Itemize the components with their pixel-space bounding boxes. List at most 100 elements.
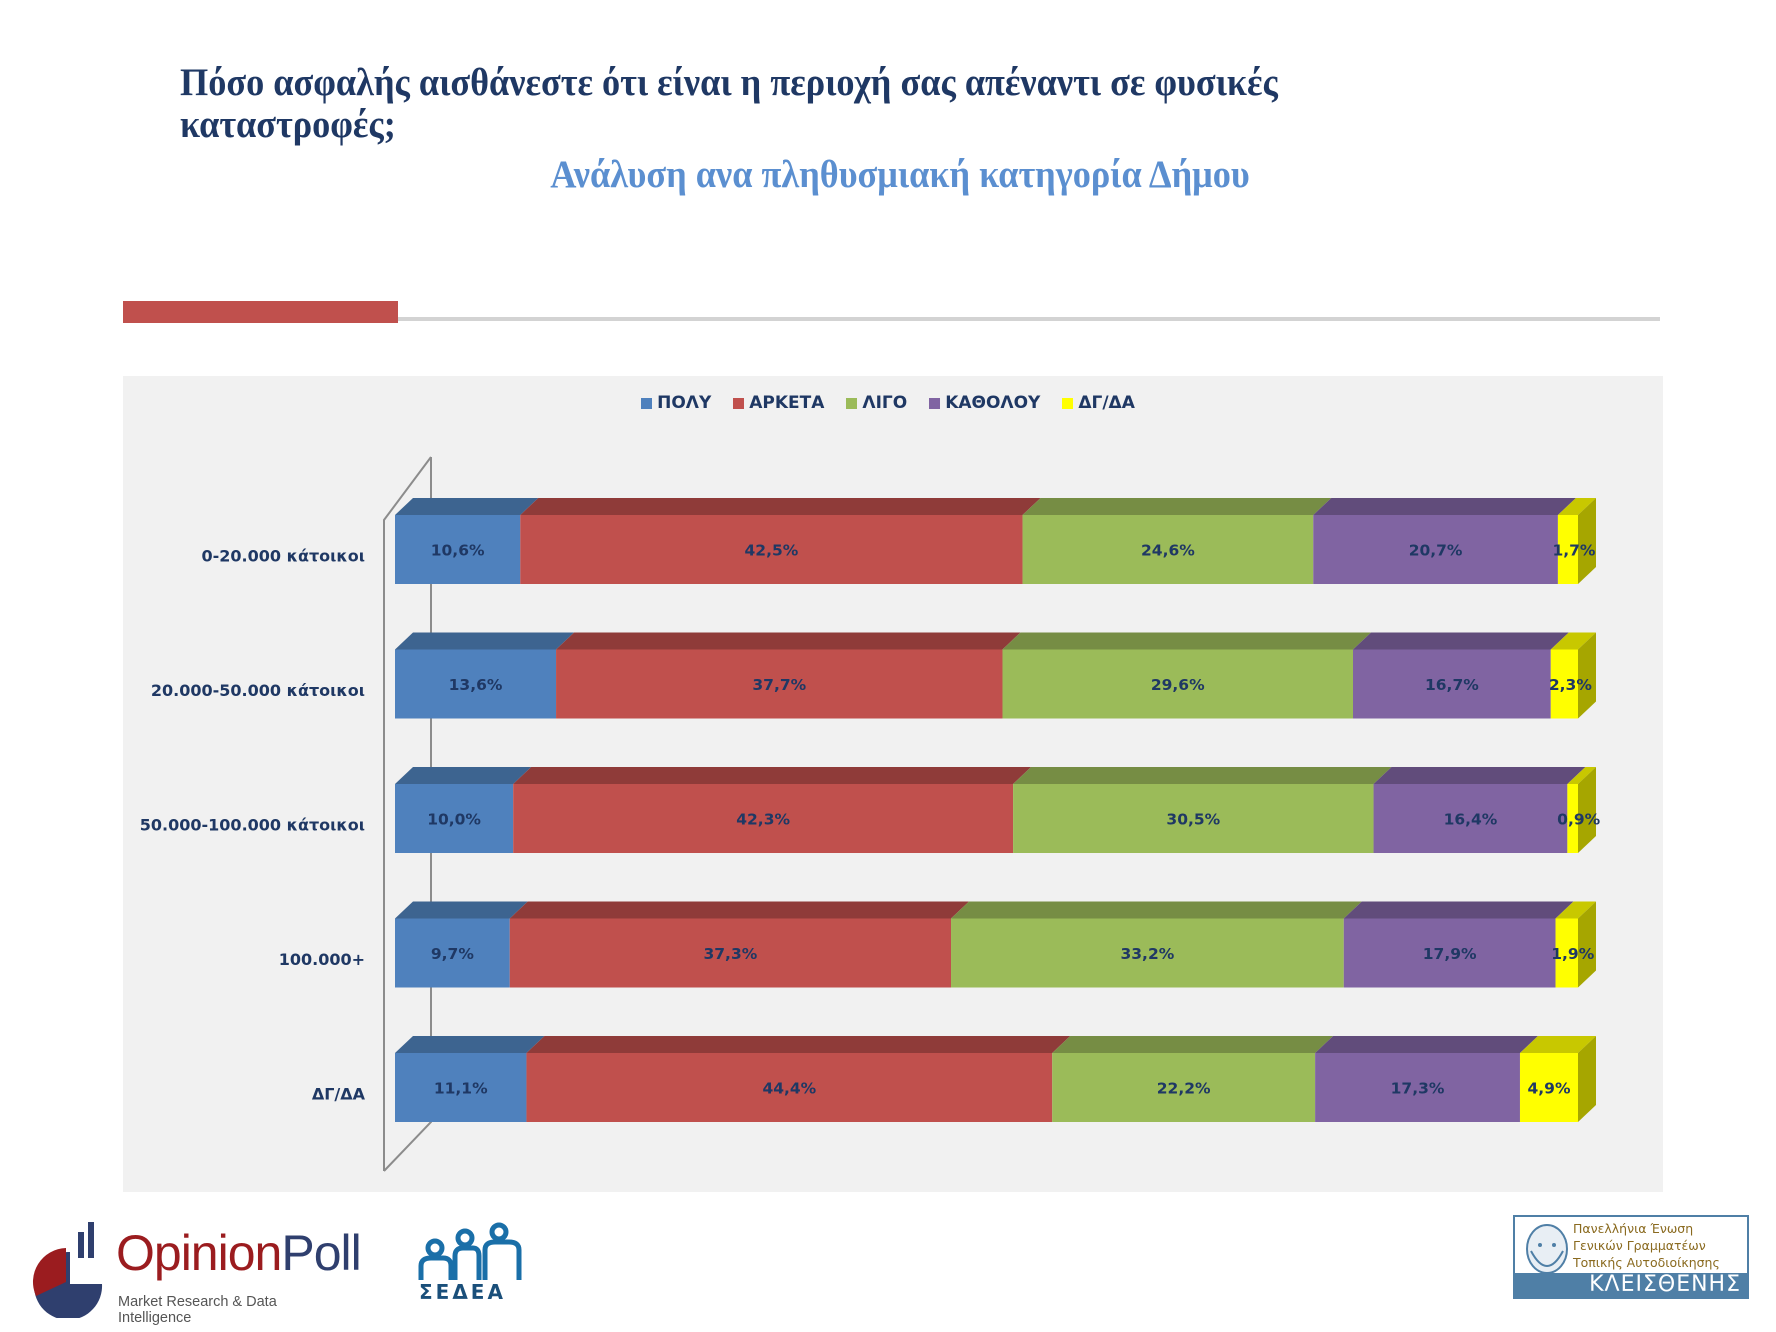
opinionpoll-tagline: Market Research & Data Intelligence [118, 1294, 277, 1326]
bar-segment-1-4 [1550, 649, 1578, 719]
bar-side-4 [1578, 1036, 1596, 1122]
bar-top-2-4 [1567, 767, 1596, 784]
bar-segment-4-1 [526, 1053, 1053, 1122]
data-label-4-2: 22,2% [1157, 1080, 1211, 1098]
legend-item-poly: ΠΟΛΥ [641, 393, 711, 413]
page-title: Πόσο ασφαλής αισθάνεστε ότι είναι η περι… [180, 61, 1278, 146]
bar-top-1-3 [1353, 632, 1569, 650]
bar-side-1 [1578, 632, 1596, 719]
data-label-3-3: 17,9% [1423, 945, 1477, 963]
legend-label-poly: ΠΟΛΥ [657, 393, 712, 413]
legend-label-ligo: ΛΙΓΟ [862, 393, 908, 413]
legend-swatch-ligo [846, 397, 858, 409]
kleisthenis-name: ΚΛΕΙΣΘΕΝΗΣ [1589, 1272, 1741, 1297]
data-label-2-0: 10,0% [427, 811, 481, 829]
bar-segment-3-2 [951, 918, 1344, 988]
data-label-1-1: 37,7% [752, 676, 806, 694]
bar-top-3-3 [1343, 901, 1574, 919]
sedea-logo: ΣΕΔΕΑ [415, 1222, 535, 1310]
data-label-3-0: 9,7% [431, 945, 474, 963]
legend-item-dkna: ΔΓ/ΔΑ [1062, 393, 1135, 413]
bar-top-1-2 [1002, 632, 1372, 650]
legend-item-katholou: ΚΑΘΟΛΟΥ [929, 393, 1040, 413]
bar-side-2 [1578, 767, 1596, 853]
bar-side-0 [1578, 498, 1596, 584]
bar-top-0-3 [1313, 498, 1576, 515]
bar-top-0-4 [1557, 498, 1596, 515]
data-label-4-3: 17,3% [1391, 1080, 1445, 1098]
bar-segment-1-3 [1353, 649, 1551, 719]
bar-top-4-3 [1315, 1036, 1538, 1053]
bar-top-2-2 [1013, 767, 1392, 784]
bar-top-4-0 [395, 1036, 545, 1053]
data-label-2-3: 16,4% [1444, 811, 1498, 829]
bar-segment-2-4 [1567, 784, 1578, 853]
kleisthenis-line-3: Τοπικής Αυτοδιοίκησης [1573, 1255, 1720, 1270]
bar-top-3-1 [509, 901, 970, 919]
bar-segment-1-2 [1002, 649, 1354, 719]
bar-segment-3-3 [1343, 918, 1556, 988]
legend-swatch-dkna [1062, 397, 1074, 409]
kleisthenis-line-2: Γενικών Γραμματέων [1573, 1238, 1706, 1253]
bar-top-4-2 [1052, 1036, 1334, 1053]
bar-top-0-2 [1022, 498, 1332, 515]
bar-top-3-2 [951, 901, 1362, 919]
accent-bar [123, 301, 398, 323]
bar-top-4-4 [1519, 1036, 1596, 1053]
bar-segment-0-1 [520, 515, 1023, 584]
pie-chart-logo-icon [32, 1222, 103, 1318]
bar-top-3-0 [395, 901, 528, 919]
data-label-3-4: 1,9% [1551, 945, 1594, 963]
bar-top-2-0 [395, 767, 532, 784]
data-label-4-4: 4,9% [1527, 1080, 1570, 1098]
bar-segment-1-0 [395, 649, 557, 719]
legend-label-katholou: ΚΑΘΟΛΟΥ [945, 393, 1041, 413]
bar-segment-0-0 [395, 515, 521, 584]
data-label-4-0: 11,1% [434, 1080, 488, 1098]
category-label-4: ΔΓ/ΔΑ [312, 1085, 366, 1104]
data-label-1-0: 13,6% [449, 676, 503, 694]
legend-item-arketa: ΑΡΚΕΤΑ [733, 393, 824, 413]
bar-side-3 [1578, 901, 1596, 988]
page-subtitle: Ανάλυση ανα πληθυσμιακή κατηγορία Δήμου [550, 153, 1250, 196]
data-label-2-4: 0,9% [1557, 811, 1600, 829]
data-label-0-2: 24,6% [1141, 542, 1195, 560]
data-label-2-1: 42,3% [736, 811, 790, 829]
bar-top-3-4 [1555, 901, 1596, 919]
data-label-0-1: 42,5% [745, 542, 799, 560]
bar-segment-0-2 [1022, 515, 1314, 584]
category-label-2: 50.000-100.000 κάτοικοι [140, 816, 365, 835]
category-label-0: 0-20.000 κάτοικοι [202, 547, 365, 566]
bar-top-2-3 [1373, 767, 1586, 784]
bar-segment-3-1 [509, 918, 952, 988]
kleisthenis-logo: Πανελλήνια Ένωση Γενικών Γραμματέων Τοπι… [1513, 1215, 1749, 1299]
bar-segment-3-4 [1555, 918, 1578, 988]
bar-top-1-1 [556, 632, 1021, 650]
bar-segment-2-0 [395, 784, 514, 853]
bar-top-1-0 [395, 632, 575, 650]
data-label-1-3: 16,7% [1425, 676, 1479, 694]
bar-segment-0-3 [1313, 515, 1558, 584]
legend-swatch-arketa [733, 397, 745, 409]
sedea-name: ΣΕΔΕΑ [419, 1280, 506, 1304]
bar-top-2-1 [513, 767, 1032, 784]
legend-label-arketa: ΑΡΚΕΤΑ [749, 393, 825, 413]
chart-legend: ΠΟΛΥ ΑΡΚΕΤΑ ΛΙΓΟ ΚΑΘΟΛΟΥ ΔΓ/ΔΑ [0, 393, 1776, 413]
data-label-1-4: 2,3% [1549, 676, 1592, 694]
divider-line [398, 317, 1660, 321]
bar-top-4-1 [526, 1036, 1071, 1053]
bar-segment-4-4 [1519, 1053, 1578, 1122]
kleisthenis-line-1: Πανελλήνια Ένωση [1573, 1221, 1694, 1236]
legend-swatch-poly [641, 397, 653, 409]
bust-portrait-icon [1526, 1224, 1568, 1274]
bar-segment-4-3 [1315, 1053, 1520, 1122]
legend-label-dkna: ΔΓ/ΔΑ [1078, 393, 1135, 413]
bar-segment-2-1 [513, 784, 1014, 853]
opinionpoll-logo: OpinionPoll Market Research & Data Intel… [28, 1214, 362, 1326]
opinionpoll-name: OpinionPoll [116, 1225, 362, 1281]
bar-top-0-1 [520, 498, 1041, 515]
bar-segment-3-0 [395, 918, 510, 988]
bar-segment-0-4 [1557, 515, 1578, 584]
legend-swatch-katholou [929, 397, 941, 409]
